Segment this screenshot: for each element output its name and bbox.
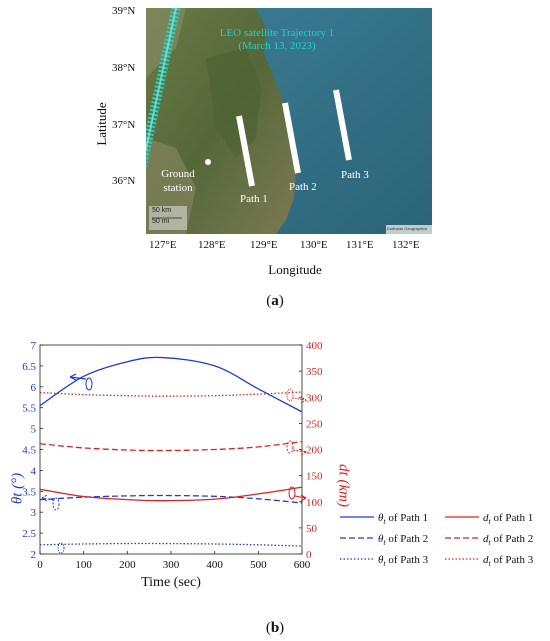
lon-tick-128: 128°E bbox=[198, 239, 226, 251]
x-tick-label: 400 bbox=[206, 559, 223, 571]
right-axis-ticks: 0 50 100 150 200 250 300 350 400 bbox=[299, 340, 323, 561]
left-tick-label: 6 bbox=[31, 382, 37, 394]
ground-station-label-line1: Ground bbox=[161, 168, 195, 180]
legend-label: θt of Path 1 bbox=[378, 512, 428, 526]
lon-tick-132: 132°E bbox=[392, 239, 420, 251]
attribution-box bbox=[386, 225, 432, 234]
right-tick-label: 150 bbox=[306, 471, 323, 483]
legend-label: dt of Path 1 bbox=[483, 512, 533, 526]
ground-station-label-line2: station bbox=[163, 182, 193, 194]
map-ylabel: Latitude bbox=[94, 102, 109, 146]
plot-frame bbox=[39, 344, 303, 555]
trajectory-label-line2: (March 13, 2023) bbox=[238, 40, 316, 52]
right-tick-label: 300 bbox=[306, 392, 323, 404]
path-2-label: Path 2 bbox=[289, 181, 317, 193]
path-3-label: Path 3 bbox=[341, 169, 369, 181]
caption-a: (a) bbox=[266, 293, 284, 309]
caption-b-letter: b bbox=[270, 620, 280, 636]
scale-mi: 50 mi bbox=[152, 218, 170, 225]
right-tick-label: 400 bbox=[306, 340, 323, 352]
lat-tick-38: 38°N bbox=[112, 62, 136, 74]
satellite-map bbox=[146, 8, 432, 234]
right-tick-label: 50 bbox=[306, 523, 318, 535]
series-lines bbox=[39, 356, 303, 547]
right-tick-label: 200 bbox=[306, 445, 323, 457]
lat-tick-37: 37°N bbox=[112, 119, 136, 131]
caption-a-letter: a bbox=[271, 293, 279, 309]
lon-tick-131: 131°E bbox=[346, 239, 374, 251]
map-attribution: Earthstar Geographics bbox=[387, 226, 428, 231]
ground-station-marker bbox=[205, 159, 211, 165]
series-line-5 bbox=[39, 441, 303, 452]
legend-label: dt of Path 2 bbox=[483, 533, 533, 547]
right-tick-label: 350 bbox=[306, 366, 323, 378]
right-tick-label: 0 bbox=[306, 549, 312, 561]
left-tick-label: 3.5 bbox=[22, 486, 36, 498]
trajectory-label-line1: LEO satellite Trajectory 1 bbox=[219, 27, 335, 39]
chart-xlabel: Time (sec) bbox=[141, 575, 201, 590]
right-tick-label: 250 bbox=[306, 418, 323, 430]
chart-ylabel-left: θt (°) bbox=[9, 472, 26, 505]
lat-tick-36: 36°N bbox=[112, 175, 136, 187]
left-tick-label: 5.5 bbox=[22, 403, 36, 415]
x-tick-label: 600 bbox=[294, 559, 311, 571]
x-axis-ticks: 0 100 200 300 400 500 600 bbox=[37, 551, 311, 571]
caption-b: (b) bbox=[265, 620, 285, 636]
x-tick-label: 300 bbox=[163, 559, 180, 571]
series-line-6 bbox=[39, 391, 303, 397]
left-tick-label: 7 bbox=[31, 340, 37, 352]
angle-distance-chart: 2 2.5 3 3.5 4 4.5 5 5.5 6 6.5 7 0 50 100 150 200 250 300… bbox=[22, 340, 534, 590]
legend-label: dt of Path 3 bbox=[483, 554, 534, 568]
path-3-line bbox=[333, 89, 352, 161]
lon-tick-129: 129°E bbox=[250, 239, 278, 251]
lat-tick-39: 39°N bbox=[112, 5, 136, 17]
path-1-label: Path 1 bbox=[240, 193, 268, 205]
x-tick-label: 100 bbox=[75, 559, 92, 571]
left-tick-label: 2 bbox=[31, 549, 37, 561]
path-1-line bbox=[236, 115, 255, 187]
scale-km: 50 km bbox=[152, 207, 172, 214]
left-tick-label: 4.5 bbox=[22, 445, 36, 457]
series-line-4 bbox=[39, 486, 303, 502]
lon-tick-127: 127°E bbox=[149, 239, 177, 251]
x-tick-label: 0 bbox=[37, 559, 43, 571]
right-tick-label: 100 bbox=[306, 497, 323, 509]
left-tick-label: 3 bbox=[31, 507, 37, 519]
legend-label: θt of Path 2 bbox=[378, 533, 428, 547]
ground-station-label: Ground station bbox=[150, 167, 206, 195]
left-axis-ticks: 2 2.5 3 3.5 4 4.5 5 5.5 6 6.5 7 bbox=[22, 340, 43, 561]
chart-legend: θt of Path 1 dt of Path 1 θt of Path 2 dt o… bbox=[340, 512, 534, 568]
map-xlabel: Longitude bbox=[268, 262, 322, 277]
left-tick-label: 5 bbox=[31, 424, 37, 436]
left-tick-label: 6.5 bbox=[22, 361, 36, 373]
chart-ylabel-right: dt (km) bbox=[335, 464, 352, 507]
x-tick-label: 500 bbox=[250, 559, 267, 571]
series-line-2 bbox=[39, 494, 303, 504]
legend-label: θt of Path 3 bbox=[378, 554, 429, 568]
path-2-line bbox=[282, 102, 301, 174]
series-line-3 bbox=[39, 542, 303, 547]
left-tick-label: 4 bbox=[31, 465, 37, 477]
trajectory-label: LEO satellite Trajectory 1 (March 13, 20… bbox=[192, 27, 362, 53]
axis-arrow-annotations bbox=[41, 373, 307, 554]
left-tick-label: 2.5 bbox=[22, 528, 36, 540]
lon-tick-130: 130°E bbox=[300, 239, 328, 251]
series-line-1 bbox=[39, 356, 303, 413]
x-tick-label: 200 bbox=[119, 559, 136, 571]
